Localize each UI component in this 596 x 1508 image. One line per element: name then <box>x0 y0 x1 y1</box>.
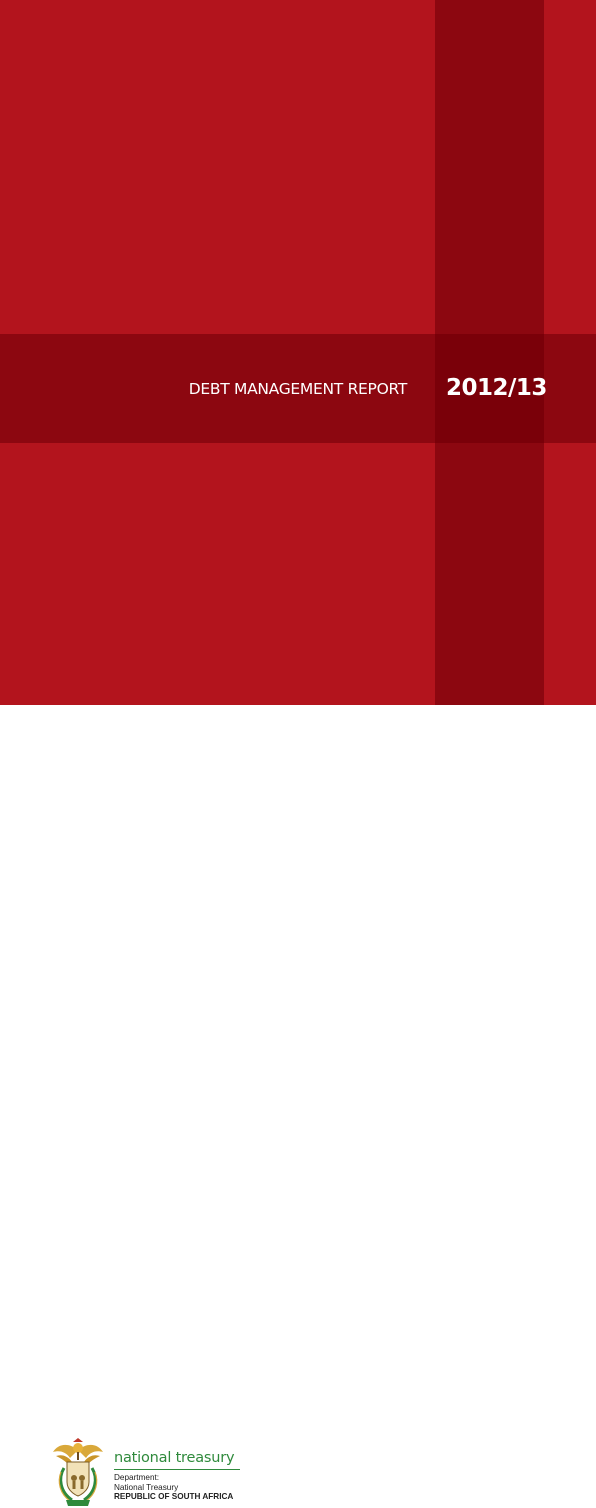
coat-of-arms-icon <box>53 1438 103 1506</box>
report-year: 2012/13 <box>446 375 547 401</box>
country-name: REPUBLIC OF SOUTH AFRICA <box>114 1492 234 1501</box>
report-title: DEBT MANAGEMENT REPORT <box>188 380 408 398</box>
department-block: Department: National Treasury REPUBLIC O… <box>114 1473 244 1502</box>
footer: national treasury Department: National T… <box>0 705 596 1506</box>
band-intersection <box>435 334 544 443</box>
brand-block: national treasury Department: National T… <box>114 1449 244 1502</box>
department-label: Department: <box>114 1473 160 1482</box>
national-treasury-wordmark: national treasury <box>114 1449 240 1470</box>
cover-panel: DEBT MANAGEMENT REPORT 2012/13 <box>0 0 596 705</box>
department-name: National Treasury <box>114 1482 179 1492</box>
